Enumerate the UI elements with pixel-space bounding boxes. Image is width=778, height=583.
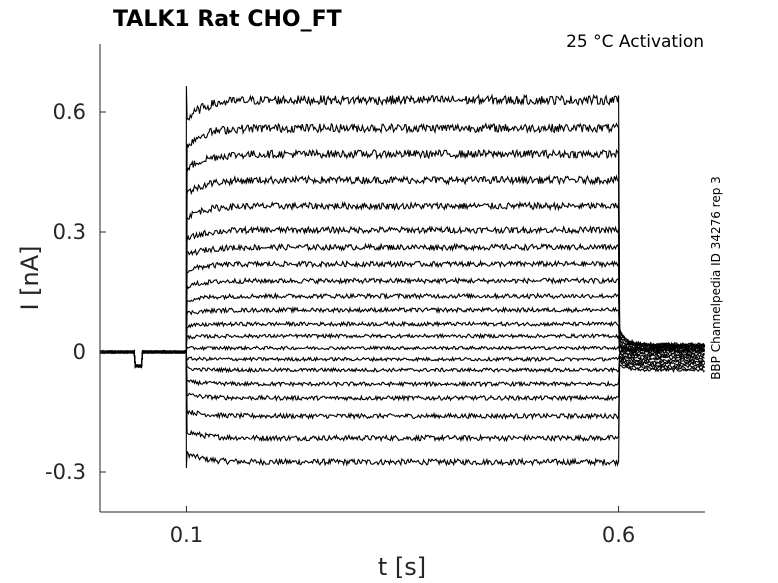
current-trace [99,349,706,469]
traces [99,85,706,469]
current-trace [99,320,705,369]
current-trace [99,225,706,368]
x-tick-label: 0.1 [170,523,203,547]
x-axis-label: t [s] [378,553,426,581]
ticks: 0.1 0.6 -0.3 0 0.3 0.6 [45,100,635,547]
chart-annotation: 25 °C Activation [566,32,704,52]
current-trace [99,200,706,368]
x-tick-label: 0.6 [602,523,635,547]
y-tick-label: -0.3 [45,460,86,484]
current-trace [99,85,706,368]
current-trace [99,349,705,374]
plot-area: 0.1 0.6 -0.3 0 0.3 0.6 [45,44,706,547]
y-tick-label: 0.3 [53,220,86,244]
source-label: BBP Channelpedia ID 34276 rep 3 [709,176,723,380]
current-trace [99,291,705,369]
y-tick-label: 0 [73,340,86,364]
current-trace [99,349,705,369]
current-trace [99,350,706,403]
y-tick-label: 0.6 [53,100,86,124]
current-trace [99,148,706,369]
chart-title: TALK1 Rat CHO_FT [113,7,342,32]
current-trace [99,174,706,369]
y-axis-label: I [nA] [16,245,44,310]
current-trace [99,349,705,388]
current-trace [99,242,705,369]
current-trace [99,306,706,368]
current-trace [99,122,706,368]
current-trace [99,276,706,368]
current-trace [99,259,705,368]
current-trace [99,349,706,421]
current-trace [99,344,705,368]
current-trace [99,349,706,443]
current-trace [99,332,705,368]
